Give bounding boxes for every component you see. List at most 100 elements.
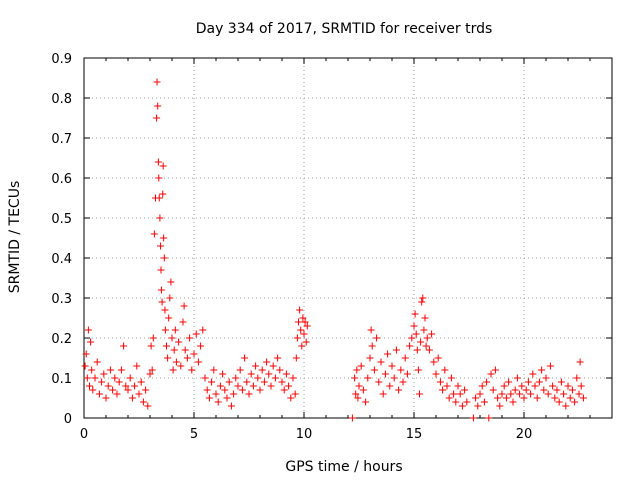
data-point (147, 342, 155, 350)
y-tick-label: 0.9 (51, 52, 72, 67)
data-point (348, 414, 356, 422)
y-tick-label: 0.2 (51, 332, 72, 347)
data-point (406, 342, 414, 350)
data-point (568, 386, 576, 394)
data-point (166, 294, 174, 302)
data-point (354, 394, 362, 402)
data-point (201, 374, 209, 382)
axis-ticks: 0 5 10 15 20 0 0.1 0.2 0.3 0.4 0.5 0.6 0.7 0.8 0.9 (51, 52, 612, 442)
data-point (188, 366, 196, 374)
data-point (476, 390, 484, 398)
data-point (297, 326, 305, 334)
data-point (576, 358, 584, 366)
data-point (106, 366, 114, 374)
data-point (301, 318, 309, 326)
x-tick-label: 0 (80, 427, 88, 442)
data-point (172, 358, 180, 366)
y-tick-label: 0 (64, 412, 72, 427)
data-point (373, 334, 381, 342)
data-point (241, 354, 249, 362)
data-point (410, 322, 418, 330)
data-point (256, 386, 264, 394)
data-point (93, 358, 101, 366)
data-point (160, 254, 168, 262)
data-point (98, 378, 106, 386)
data-point (551, 394, 559, 402)
data-point (401, 354, 409, 362)
data-point (159, 162, 167, 170)
data-point (511, 386, 519, 394)
data-point (397, 366, 405, 374)
data-point (359, 386, 367, 394)
data-point (117, 366, 125, 374)
data-point (436, 378, 444, 386)
data-point (287, 394, 295, 402)
data-point (186, 334, 194, 342)
data-point (509, 398, 517, 406)
data-point (289, 374, 297, 382)
data-point (190, 350, 198, 358)
data-point (419, 294, 427, 302)
data-point (282, 370, 290, 378)
data-point (520, 394, 528, 402)
data-point (390, 374, 398, 382)
data-point (483, 378, 491, 386)
data-point (577, 382, 585, 390)
data-point (428, 330, 436, 338)
data-point (243, 378, 251, 386)
data-point (421, 314, 429, 322)
data-point (562, 402, 570, 410)
data-point (165, 314, 173, 322)
data-point (111, 374, 119, 382)
data-point (524, 378, 532, 386)
data-point (423, 334, 431, 342)
data-point (513, 374, 521, 382)
data-point (102, 394, 110, 402)
y-tick-label: 0.7 (51, 132, 72, 147)
data-point (122, 382, 130, 390)
y-tick-label: 0.4 (51, 252, 72, 267)
data-point (441, 366, 449, 374)
data-point (529, 370, 537, 378)
data-point (208, 378, 216, 386)
data-point (571, 398, 579, 406)
data-point (214, 398, 222, 406)
data-point (88, 366, 96, 374)
x-tick-label: 5 (190, 427, 198, 442)
data-point (553, 386, 561, 394)
data-point (430, 358, 438, 366)
data-point (293, 334, 301, 342)
data-point (133, 362, 141, 370)
data-point (84, 326, 92, 334)
data-point (245, 390, 253, 398)
data-point (177, 362, 185, 370)
data-point (384, 350, 392, 358)
data-point (538, 366, 546, 374)
data-point (153, 78, 161, 86)
data-point (487, 370, 495, 378)
data-point (234, 382, 242, 390)
data-point (498, 390, 506, 398)
data-point (381, 370, 389, 378)
data-point (89, 386, 97, 394)
data-point (418, 298, 426, 306)
data-point (408, 334, 416, 342)
data-point (163, 342, 170, 350)
data-point (386, 382, 394, 390)
data-point (299, 314, 307, 322)
y-tick-label: 0.1 (51, 372, 72, 387)
data-point (368, 342, 376, 350)
data-point (260, 378, 268, 386)
data-point (157, 242, 165, 250)
data-point (155, 194, 163, 202)
data-point (82, 350, 90, 358)
data-point (232, 374, 240, 382)
data-point (124, 386, 132, 394)
data-point (276, 366, 284, 374)
data-point (203, 386, 211, 394)
data-point (221, 386, 229, 394)
data-point (223, 394, 231, 402)
data-point (353, 366, 361, 374)
data-point (352, 390, 360, 398)
